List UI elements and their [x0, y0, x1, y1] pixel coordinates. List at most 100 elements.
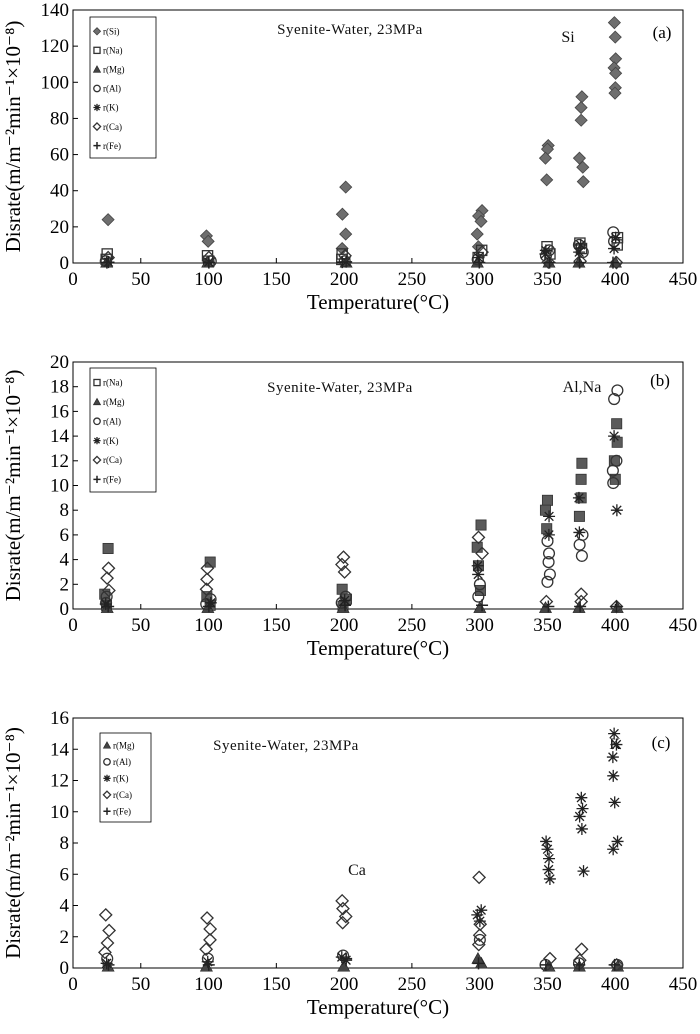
data-point [101, 250, 116, 265]
data-point [336, 601, 350, 613]
x-tick-label: 100 [194, 615, 223, 636]
data-point [539, 594, 554, 609]
x-axis-title: Temperature(°C) [307, 995, 449, 1019]
legend-marker [93, 437, 101, 445]
data-point [608, 727, 621, 740]
data-point [608, 242, 621, 255]
data-point [475, 245, 489, 260]
x-axis-title: Temperature(°C) [307, 290, 449, 314]
x-tick-label: 100 [194, 269, 223, 290]
data-point [574, 101, 588, 115]
legend-entry: r(Na) [103, 46, 123, 56]
x-tick-label: 450 [669, 974, 698, 995]
x-tick-label: 0 [68, 615, 78, 636]
x-tick-label: 250 [398, 974, 427, 995]
data-point [573, 246, 586, 259]
chart-panel-c: 0 50 100 150 200 250 300 350 400 450 0 2 4 6 8 10 12 14 16… [1, 708, 697, 1019]
data-point [576, 160, 590, 174]
y-axis-title: Disrate(m/m⁻²min⁻¹×10⁻⁸) [1, 21, 25, 253]
data-point [471, 530, 486, 545]
data-point [574, 238, 587, 251]
legend-entry: r(Fe) [113, 806, 131, 816]
plot-title: Syenite-Water, 23MPa [277, 22, 423, 38]
data-point [608, 86, 622, 100]
data-point [473, 601, 487, 613]
x-tick-label: 300 [465, 269, 494, 290]
series-rfe [102, 952, 621, 971]
data-point [102, 958, 115, 971]
data-point [574, 942, 589, 957]
data-point [576, 802, 589, 815]
data-point [102, 600, 115, 613]
data-point [472, 928, 487, 943]
legend-entry: r(Ca) [113, 790, 132, 800]
data-point [540, 835, 553, 848]
x-tick-label: 450 [669, 269, 698, 290]
data-point [538, 151, 553, 165]
legend-entry: r(Si) [103, 26, 120, 36]
legend-marker [93, 417, 101, 426]
series-rfe [102, 599, 623, 613]
y-tick-label: 12 [50, 771, 69, 792]
legend-entry: r(K) [103, 436, 119, 446]
legend-marker [102, 741, 112, 749]
x-tick-label: 0 [68, 269, 78, 290]
data-point [575, 822, 588, 835]
data-point [575, 791, 588, 804]
data-point [471, 559, 484, 572]
x-tick-label: 200 [330, 615, 359, 636]
data-point [608, 796, 621, 809]
data-point [204, 556, 216, 568]
chart-panel-b: 0 50 100 150 200 250 300 350 400 450 0 2 4 6 8 10 12 14 16… [1, 352, 697, 660]
legend-entry: r(Mg) [113, 741, 135, 751]
data-point [476, 599, 489, 612]
series-rsi [101, 16, 623, 256]
data-point [543, 256, 556, 269]
legend-marker [92, 27, 102, 36]
data-point [573, 538, 586, 551]
y-tick-label: 2 [60, 574, 70, 595]
data-point [471, 541, 483, 553]
y-tick-label: 16 [50, 401, 69, 422]
series-rfe [100, 256, 620, 269]
x-tick-label: 150 [262, 974, 291, 995]
data-point [609, 231, 622, 244]
data-point [98, 945, 112, 960]
data-point [200, 572, 214, 587]
data-point [574, 600, 587, 613]
data-point [200, 911, 214, 925]
data-point [102, 542, 114, 554]
data-point [204, 255, 217, 268]
data-point [100, 256, 113, 269]
y-axis-title: Disrate(m/m⁻²min⁻¹×10⁻⁸) [1, 370, 25, 602]
legend-entry: r(K) [113, 774, 129, 784]
legend-entry: r(Na) [103, 378, 123, 388]
data-point [575, 473, 587, 485]
data-point [574, 594, 589, 609]
series-rna [99, 418, 623, 613]
data-point [473, 256, 486, 269]
data-point [608, 430, 621, 443]
data-point [573, 526, 586, 539]
data-point [100, 571, 114, 586]
data-point [472, 870, 487, 885]
plot-frame [72, 361, 684, 610]
legend-box [89, 16, 157, 159]
y-tick-label: 0 [60, 599, 70, 620]
data-point [542, 556, 555, 569]
y-tick-label: 120 [41, 36, 70, 57]
legend-marker [93, 46, 101, 55]
data-point [475, 546, 490, 561]
data-point [100, 957, 113, 970]
legend: r(Mg) r(Al) r(K) r(Ca) r(Fe) [99, 732, 152, 823]
data-point [608, 392, 621, 406]
data-point [611, 384, 624, 397]
y-tick-label: 4 [60, 896, 70, 917]
element-annotation: Ca [348, 862, 366, 879]
data-point [606, 751, 619, 764]
data-point [576, 457, 588, 469]
data-point [335, 557, 349, 572]
data-point [572, 491, 585, 504]
data-point [335, 915, 350, 930]
data-point [335, 207, 349, 221]
